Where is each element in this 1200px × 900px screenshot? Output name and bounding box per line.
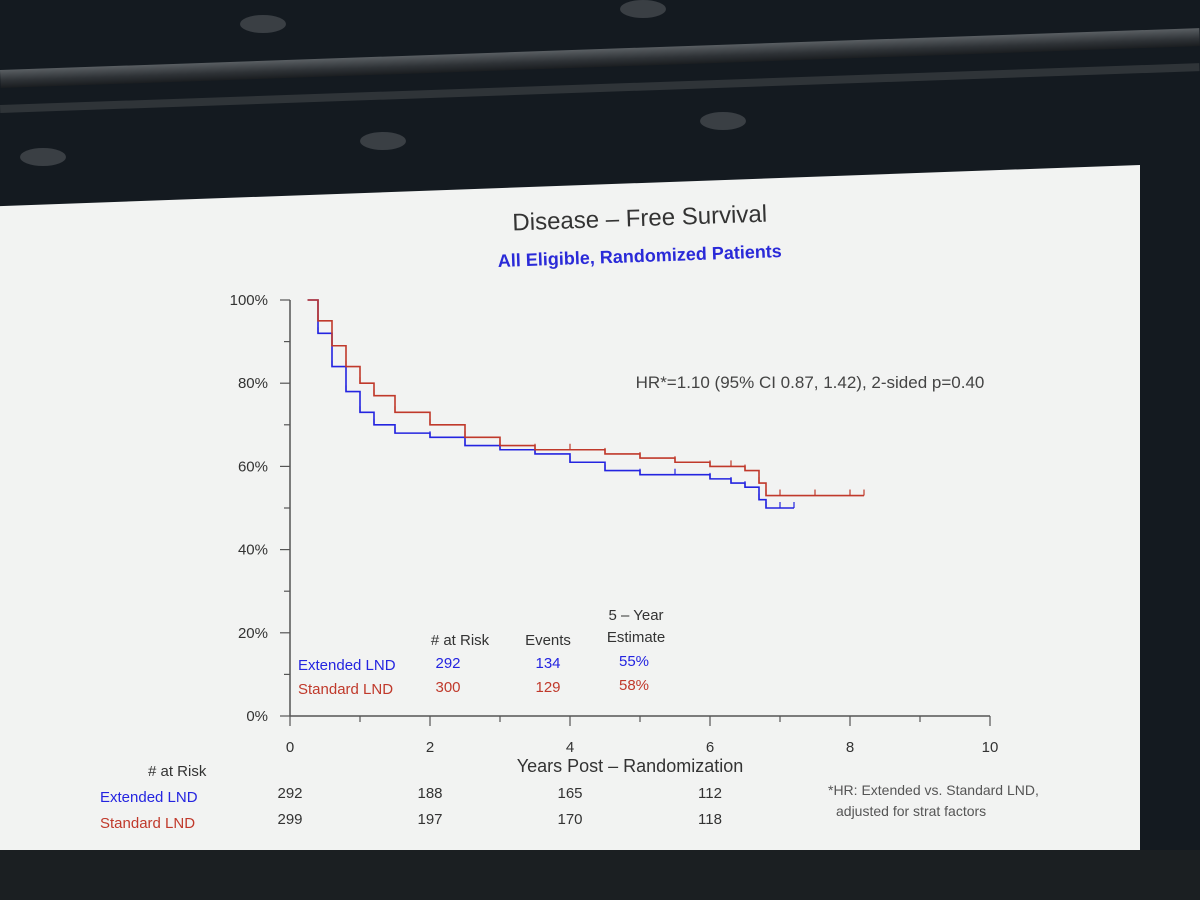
risk-value: 112 [698,785,722,802]
summary-standard-at-risk: 300 [435,679,460,696]
y-tick-label: 80% [238,375,268,392]
y-tick-label: 100% [230,292,268,309]
risk-table-values: 292 188 165 112 299 197 170 118 [277,785,721,828]
summary-standard-estimate: 58% [619,677,649,694]
y-tick-label: 20% [238,625,268,642]
chart-title: Disease – Free Survival [512,201,768,237]
risk-value: 299 [277,811,302,828]
summary-header-5-year: 5 – Year [608,607,663,624]
risk-value: 292 [277,785,302,802]
y-tick-label: 60% [238,458,268,475]
risk-table: # at Risk Extended LND Standard LND 292 1… [100,763,722,832]
risk-value: 197 [417,811,442,828]
summary-header-estimate: Estimate [607,629,665,646]
chart-axes: 0 2 4 6 8 100%20%40%60%80%100% [230,292,999,756]
risk-value: 170 [557,811,582,828]
x-tick-label: 6 [706,739,714,756]
summary-extended-at-risk: 292 [435,655,460,672]
chart-subtitle: All Eligible, Randomized Patients [498,241,783,271]
footnote-line1: *HR: Extended vs. Standard LND, [828,782,1039,798]
ceiling-light [360,132,406,150]
summary-header-at-risk: # at Risk [431,632,490,649]
risk-value: 165 [557,785,582,802]
series-line-standard-lnd [307,299,864,497]
summary-row-label-extended: Extended LND [298,657,396,674]
risk-row-label-standard: Standard LND [100,815,195,832]
summary-row-label-standard: Standard LND [298,681,393,698]
x-tick-label: 0 [286,739,294,756]
stage-floor [0,850,1200,900]
y-tick-label: 0% [246,708,268,725]
x-tick-label: 4 [566,739,574,756]
risk-row-label-extended: Extended LND [100,789,198,806]
ceiling-light [20,148,66,166]
hazard-ratio-annotation: HR*=1.10 (95% CI 0.87, 1.42), 2-sided p=… [636,373,985,392]
summary-extended-estimate: 55% [619,653,649,670]
series-line-extended-lnd [307,299,794,509]
summary-table: # at Risk Events 5 – Year Estimate Exten… [298,607,665,698]
x-tick-label: 8 [846,739,854,756]
x-tick-label: 2 [426,739,434,756]
chart-curves [307,299,865,509]
footnote-line2: adjusted for strat factors [836,803,986,819]
summary-extended-events: 134 [535,655,560,672]
risk-table-header: # at Risk [148,763,207,780]
x-tick-label: 10 [982,739,999,756]
summary-header-events: Events [525,632,571,649]
ceiling-light [240,15,286,33]
y-tick-label: 40% [238,542,268,559]
risk-value: 188 [417,785,442,802]
risk-value: 118 [698,811,722,828]
ceiling-light [620,0,666,18]
summary-standard-events: 129 [535,679,560,696]
ceiling-light [700,112,746,130]
projection-screen [0,165,1140,850]
x-axis-label: Years Post – Randomization [517,756,743,776]
